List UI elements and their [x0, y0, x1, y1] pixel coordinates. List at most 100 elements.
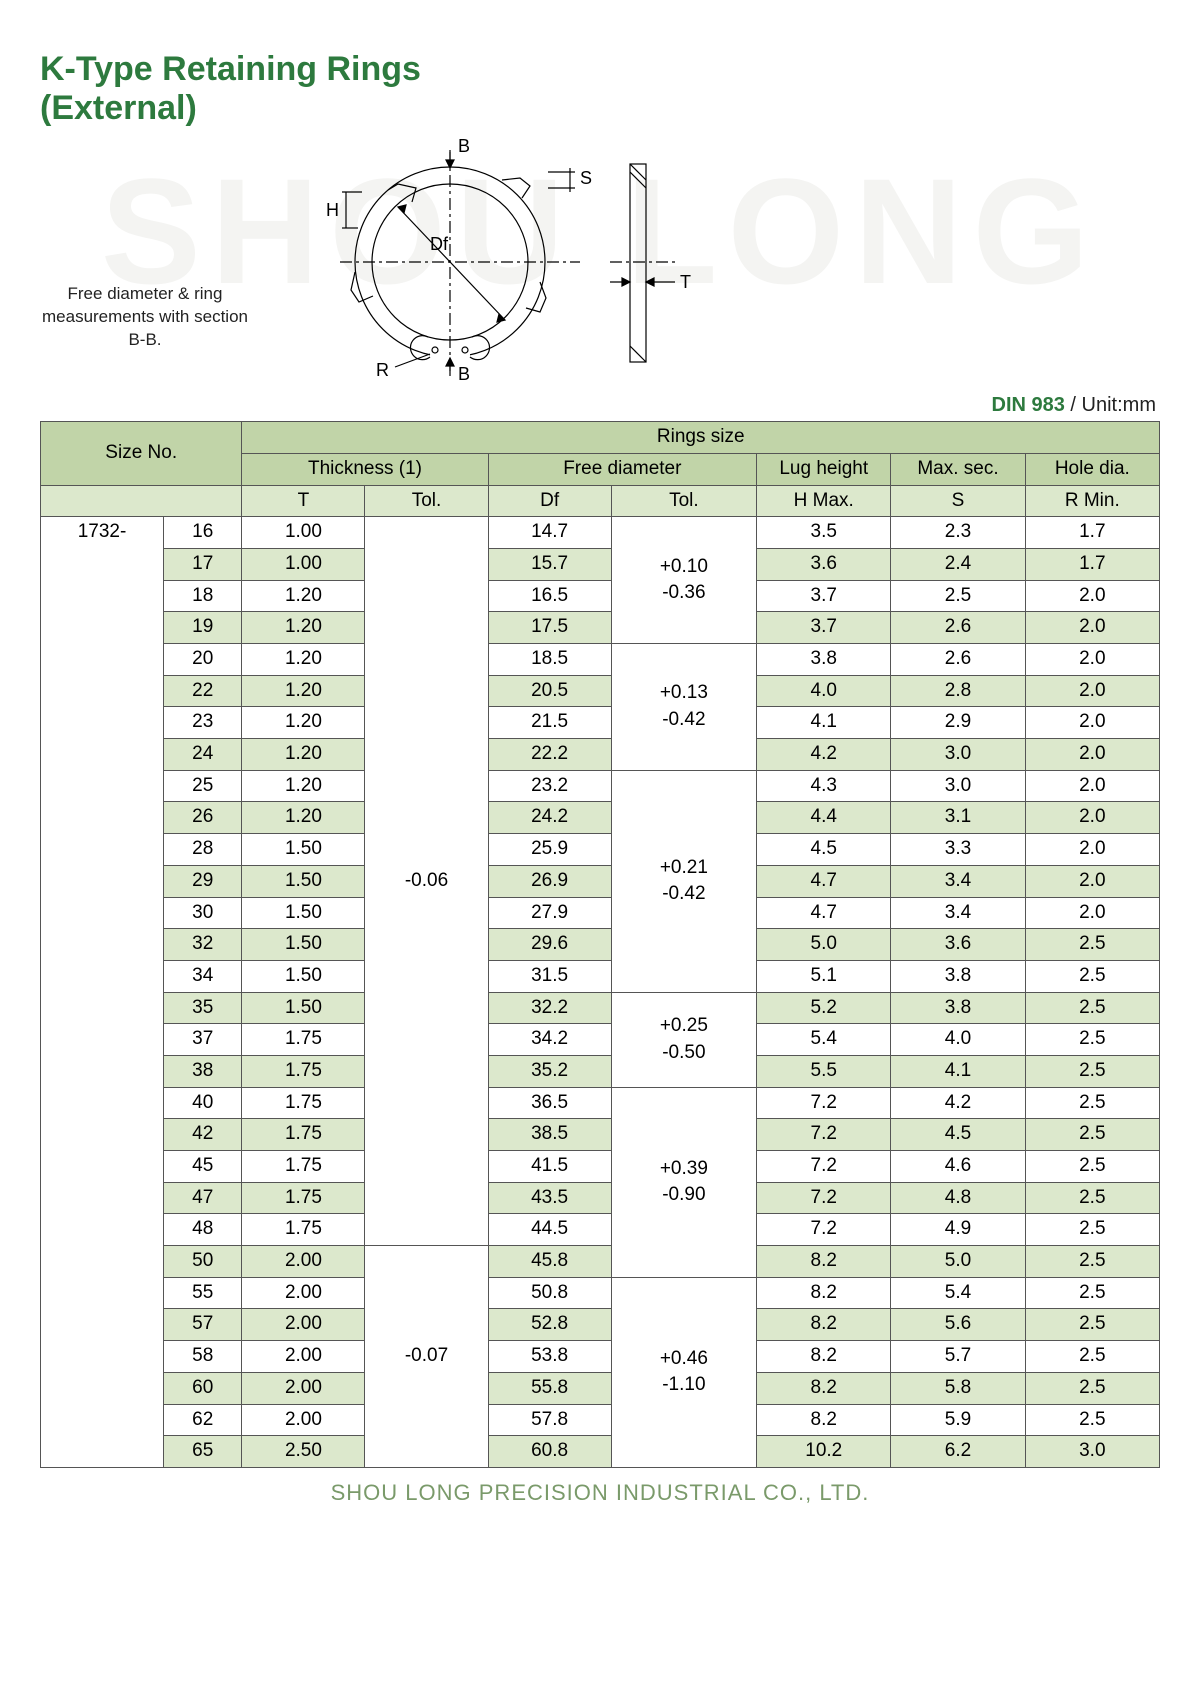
cell-H: 5.2 — [757, 992, 891, 1024]
cell-R: 2.0 — [1025, 834, 1159, 866]
diagram-row: Free diameter & ring measurements with s… — [40, 132, 1160, 382]
cell-Df: 23.2 — [488, 770, 611, 802]
cell-T: 1.20 — [242, 675, 365, 707]
cell-S: 2.6 — [891, 612, 1025, 644]
cell-S: 5.9 — [891, 1404, 1025, 1436]
hdr-Rmin: R Min. — [1025, 485, 1159, 517]
cell-H: 4.4 — [757, 802, 891, 834]
cell-S: 2.5 — [891, 580, 1025, 612]
cell-R: 2.5 — [1025, 1214, 1159, 1246]
cell-S: 3.1 — [891, 802, 1025, 834]
cell-size: 55 — [164, 1277, 242, 1309]
cell-size: 65 — [164, 1436, 242, 1468]
hdr-T: T — [242, 485, 365, 517]
cell-R: 2.0 — [1025, 675, 1159, 707]
cell-R: 2.5 — [1025, 960, 1159, 992]
cell-S: 4.6 — [891, 1151, 1025, 1183]
cell-Df: 35.2 — [488, 1055, 611, 1087]
cell-Df: 31.5 — [488, 960, 611, 992]
cell-R: 2.0 — [1025, 580, 1159, 612]
hdr-S: S — [891, 485, 1025, 517]
cell-R: 2.0 — [1025, 612, 1159, 644]
cell-H: 3.7 — [757, 612, 891, 644]
cell-S: 3.4 — [891, 897, 1025, 929]
cell-Df: 52.8 — [488, 1309, 611, 1341]
cell-T: 1.75 — [242, 1024, 365, 1056]
cell-H: 7.2 — [757, 1119, 891, 1151]
cell-T: 1.75 — [242, 1087, 365, 1119]
cell-R: 2.5 — [1025, 1309, 1159, 1341]
cell-T: 2.00 — [242, 1404, 365, 1436]
cell-T: 2.00 — [242, 1341, 365, 1373]
cell-T: 1.75 — [242, 1182, 365, 1214]
cell-size: 57 — [164, 1309, 242, 1341]
hdr-hole-dia: Hole dia. — [1025, 453, 1159, 485]
cell-Df: 45.8 — [488, 1246, 611, 1278]
cell-H: 4.0 — [757, 675, 891, 707]
cell-Df: 21.5 — [488, 707, 611, 739]
cell-size: 19 — [164, 612, 242, 644]
cell-size: 40 — [164, 1087, 242, 1119]
cell-Df-tol: +0.13 -0.42 — [611, 644, 756, 771]
cell-size: 25 — [164, 770, 242, 802]
cell-Df: 25.9 — [488, 834, 611, 866]
cell-R: 2.5 — [1025, 1119, 1159, 1151]
lbl-T: T — [680, 272, 691, 292]
hdr-free-dia: Free diameter — [488, 453, 757, 485]
cell-H: 8.2 — [757, 1372, 891, 1404]
cell-H: 5.5 — [757, 1055, 891, 1087]
cell-size: 34 — [164, 960, 242, 992]
diagram-caption: Free diameter & ring measurements with s… — [40, 283, 250, 352]
cell-Df-tol: +0.25 -0.50 — [611, 992, 756, 1087]
cell-R: 2.5 — [1025, 1246, 1159, 1278]
cell-Df: 17.5 — [488, 612, 611, 644]
lbl-B-top: B — [458, 136, 470, 156]
cell-T: 2.00 — [242, 1246, 365, 1278]
cell-R: 2.5 — [1025, 1055, 1159, 1087]
cell-size: 18 — [164, 580, 242, 612]
cell-R: 2.0 — [1025, 897, 1159, 929]
cell-S: 2.6 — [891, 644, 1025, 676]
cell-size: 29 — [164, 865, 242, 897]
cell-T: 1.20 — [242, 770, 365, 802]
prefix-cell: 1732- — [41, 517, 164, 1468]
cell-size: 37 — [164, 1024, 242, 1056]
cell-T: 1.20 — [242, 802, 365, 834]
cell-S: 6.2 — [891, 1436, 1025, 1468]
cell-T: 2.00 — [242, 1277, 365, 1309]
cell-T: 1.00 — [242, 517, 365, 549]
standard-code: DIN 983 — [992, 394, 1065, 416]
cell-R: 2.5 — [1025, 1341, 1159, 1373]
cell-Df: 44.5 — [488, 1214, 611, 1246]
cell-H: 3.8 — [757, 644, 891, 676]
cell-T: 1.75 — [242, 1055, 365, 1087]
cell-S: 3.4 — [891, 865, 1025, 897]
cell-size: 50 — [164, 1246, 242, 1278]
cell-H: 8.2 — [757, 1277, 891, 1309]
cell-T-tol: -0.07 — [365, 1246, 488, 1468]
cell-S: 3.8 — [891, 960, 1025, 992]
cell-H: 4.2 — [757, 739, 891, 771]
cell-Df-tol: +0.46 -1.10 — [611, 1277, 756, 1467]
hdr-rings-size: Rings size — [242, 422, 1160, 454]
cell-H: 7.2 — [757, 1151, 891, 1183]
cell-H: 3.6 — [757, 548, 891, 580]
cell-S: 5.7 — [891, 1341, 1025, 1373]
cell-S: 4.8 — [891, 1182, 1025, 1214]
cell-T: 1.20 — [242, 612, 365, 644]
cell-size: 17 — [164, 548, 242, 580]
cell-S: 4.1 — [891, 1055, 1025, 1087]
cell-H: 4.7 — [757, 865, 891, 897]
cell-Df: 24.2 — [488, 802, 611, 834]
cell-R: 2.5 — [1025, 1024, 1159, 1056]
cell-Df: 41.5 — [488, 1151, 611, 1183]
cell-Df: 57.8 — [488, 1404, 611, 1436]
footer-company: SHOU LONG PRECISION INDUSTRIAL CO., LTD. — [40, 1480, 1160, 1506]
hdr-blank — [41, 485, 242, 517]
hdr-Ttol: Tol. — [365, 485, 488, 517]
hdr-Dftol: Tol. — [611, 485, 756, 517]
cell-H: 8.2 — [757, 1404, 891, 1436]
cell-S: 4.0 — [891, 1024, 1025, 1056]
cell-Df: 50.8 — [488, 1277, 611, 1309]
title-line1: K-Type Retaining Rings — [40, 50, 421, 88]
